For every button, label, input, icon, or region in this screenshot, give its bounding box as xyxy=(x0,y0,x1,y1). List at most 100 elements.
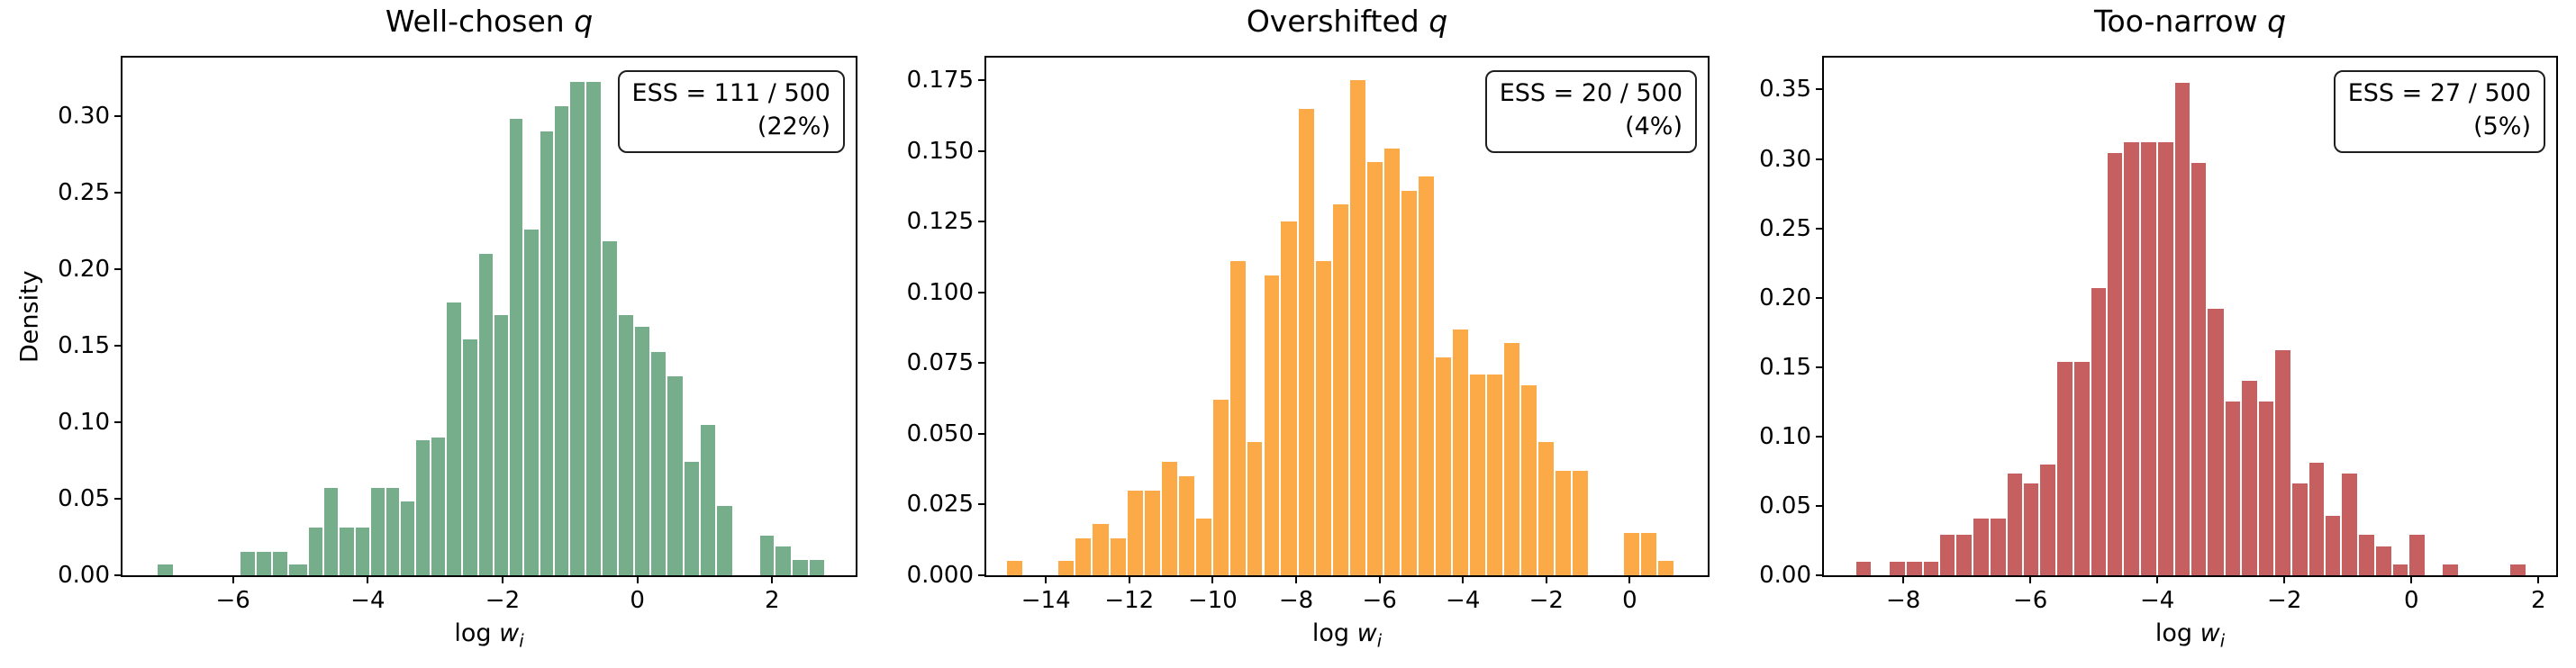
panel-title: Too-narrow q xyxy=(1768,4,2576,39)
x-tick-mark xyxy=(1545,575,1547,583)
x-axis-label-prefix: log xyxy=(454,619,500,647)
x-tick-label: 0 xyxy=(2403,587,2419,614)
hist-bar xyxy=(791,560,808,575)
hist-bar xyxy=(492,314,508,575)
hist-bar xyxy=(1955,535,1973,575)
hist-bar xyxy=(2508,564,2526,575)
hist-bar xyxy=(633,327,650,575)
x-axis-label-variable: wi xyxy=(1356,619,1383,652)
y-tick-label: 0.20 xyxy=(1759,284,1811,311)
y-tick-label: 0.150 xyxy=(906,137,974,165)
hist-bar xyxy=(2089,287,2107,575)
y-tick-label: 0.075 xyxy=(906,349,974,377)
hist-bar xyxy=(2021,483,2039,575)
hist-bar xyxy=(538,131,554,575)
panel-title-variable: q xyxy=(574,4,594,39)
hist-bar xyxy=(758,535,775,575)
histogram-bars xyxy=(122,58,856,575)
hist-bar xyxy=(522,229,539,575)
hist-bar xyxy=(1484,374,1502,575)
x-tick-label: 0 xyxy=(630,587,645,614)
hist-bar xyxy=(1553,470,1571,575)
hist-bar xyxy=(1519,385,1537,575)
histogram-bars xyxy=(986,58,1708,575)
hist-bar xyxy=(1399,190,1417,575)
hist-bar xyxy=(1416,176,1434,575)
hist-bar xyxy=(1074,538,1092,575)
hist-bar xyxy=(2139,142,2156,575)
x-tick-label: −4 xyxy=(2140,587,2175,614)
ess-percent: (4%) xyxy=(1625,113,1683,141)
hist-bar xyxy=(1228,261,1246,575)
x-axis-label-variable: wi xyxy=(2200,619,2226,652)
hist-bar xyxy=(568,82,585,575)
hist-bar xyxy=(1279,221,1297,575)
hist-bar xyxy=(1937,535,1955,575)
hist-bar xyxy=(2340,474,2358,575)
hist-bar xyxy=(2441,564,2458,575)
x-tick-label: −2 xyxy=(1528,587,1564,614)
ess-annotation: ESS = 20 / 500 (4%) xyxy=(1484,70,1697,153)
y-tick-label: 0.100 xyxy=(906,278,974,306)
hist-bar xyxy=(1382,148,1400,575)
y-tick-mark xyxy=(114,267,122,270)
y-tick-mark xyxy=(1816,296,1824,299)
hist-bar xyxy=(1365,162,1383,575)
x-tick-label: −6 xyxy=(2012,587,2048,614)
hist-bar xyxy=(1330,204,1348,575)
x-tick-mark xyxy=(2410,575,2413,583)
y-tick-mark xyxy=(1816,435,1824,438)
x-tick-label: −14 xyxy=(1020,587,1071,614)
panel-title: Well-chosen q xyxy=(67,4,912,39)
x-tick-mark xyxy=(367,575,369,583)
panel-well-chosen: Well-chosen q ESS = 111 / 500 (22%) −6 −4… xyxy=(58,0,857,668)
y-tick-mark xyxy=(978,574,986,576)
hist-bar xyxy=(287,564,307,575)
x-axis-label: log wi xyxy=(121,619,857,651)
hist-bar xyxy=(1142,490,1160,575)
y-tick-label: 0.30 xyxy=(58,102,110,130)
y-tick-mark xyxy=(114,574,122,576)
y-tick-label: 0.15 xyxy=(1759,353,1811,381)
x-tick-mark xyxy=(231,575,234,583)
axes-overshifted: ESS = 20 / 500 (4%) −14 −12 −10 −8 −6 −4 −2 0 0.… xyxy=(907,56,1710,614)
y-tick-label: 0.025 xyxy=(906,491,974,519)
hist-bar xyxy=(1501,343,1519,575)
y-tick-mark xyxy=(978,503,986,506)
hist-bar xyxy=(413,440,431,575)
y-tick-mark xyxy=(1816,158,1824,160)
y-tick-label: 0.15 xyxy=(58,331,110,359)
y-tick-label: 0.175 xyxy=(906,67,974,95)
hist-bar xyxy=(1570,470,1588,575)
hist-bar xyxy=(2357,535,2374,575)
hist-bar xyxy=(807,560,825,575)
y-tick-mark xyxy=(1816,227,1824,230)
hist-bar xyxy=(2172,82,2191,575)
y-tick-label: 0.30 xyxy=(1759,145,1811,173)
hist-bar xyxy=(476,253,493,575)
panel-too-narrow: Too-narrow q ESS = 27 / 500 (5%) −8 −6 −4 −… xyxy=(1759,0,2558,668)
x-tick-label: −6 xyxy=(215,587,250,614)
x-axis-label: log wi xyxy=(984,619,1710,651)
x-tick-label: −2 xyxy=(2267,587,2302,614)
hist-bar xyxy=(1245,442,1263,575)
x-tick-mark xyxy=(771,575,774,583)
y-tick-label: 0.000 xyxy=(906,562,974,589)
hist-bar xyxy=(1433,357,1451,575)
hist-bar xyxy=(1091,524,1109,575)
hist-bar xyxy=(2005,474,2022,575)
y-tick-mark xyxy=(114,191,122,194)
hist-bar xyxy=(1262,275,1280,575)
x-tick-mark xyxy=(1902,575,1905,583)
hist-bar xyxy=(2122,142,2140,575)
hist-bar xyxy=(385,488,400,575)
hist-bar xyxy=(1125,490,1143,575)
hist-bar xyxy=(601,241,618,575)
hist-bar xyxy=(774,546,792,575)
y-tick-label: 0.20 xyxy=(58,255,110,283)
axes-well-chosen: ESS = 111 / 500 (22%) −6 −4 −2 0 2 0.00 0.05 0.… xyxy=(58,56,857,614)
hist-bar xyxy=(1296,108,1314,575)
hist-bar xyxy=(271,552,288,575)
hist-bar xyxy=(1854,561,1872,575)
y-tick-mark xyxy=(114,420,122,423)
